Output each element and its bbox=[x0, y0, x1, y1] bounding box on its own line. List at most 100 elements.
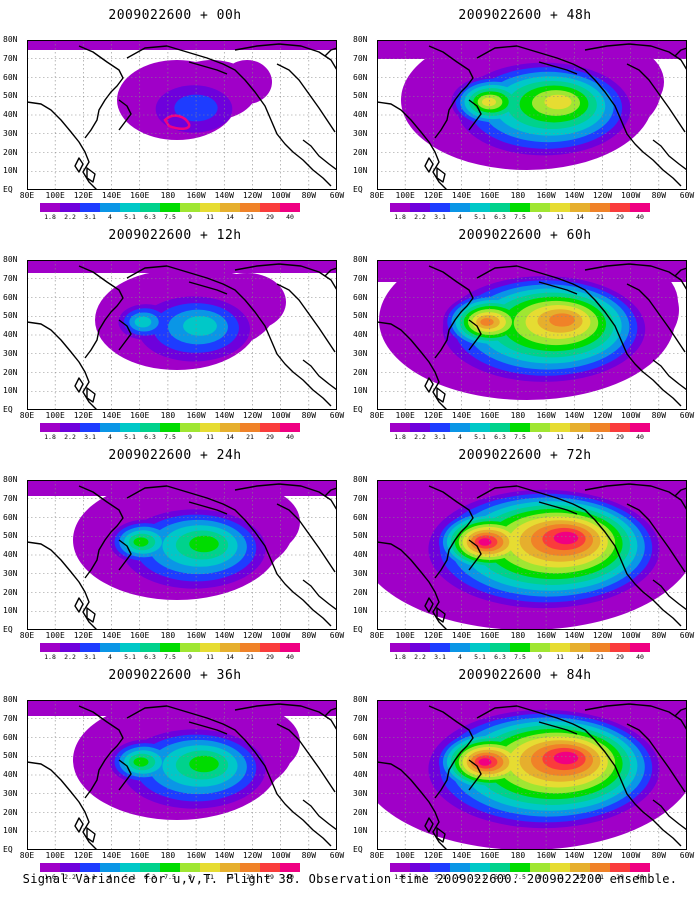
latitude-label: 80N bbox=[3, 35, 18, 44]
latitude-label: 30N bbox=[3, 348, 18, 358]
latitude-label: 60N bbox=[3, 292, 18, 302]
color-bar-tick: 21 bbox=[246, 653, 254, 661]
color-bar-tick: 9 bbox=[538, 433, 542, 441]
longitude-label: 140W bbox=[214, 631, 234, 640]
map-frame bbox=[377, 260, 687, 410]
color-swatch bbox=[60, 203, 80, 212]
color-bar-tick: 9 bbox=[188, 433, 192, 441]
longitude-label: 140E bbox=[101, 191, 122, 200]
latitude-label: 80N bbox=[3, 255, 18, 264]
longitude-label: 80W bbox=[651, 411, 667, 420]
latitude-label: 10N bbox=[353, 826, 368, 836]
latitude-label: 60N bbox=[353, 292, 368, 302]
color-swatch bbox=[530, 863, 550, 872]
figure-caption: Signal Variance for u,v,T. Flight 38. Ob… bbox=[22, 872, 678, 886]
latitude-label: 30N bbox=[3, 568, 18, 578]
latitude-label: 70N bbox=[353, 493, 368, 503]
latitude-label: 70N bbox=[3, 493, 18, 503]
latitude-label: 80N bbox=[353, 35, 368, 44]
color-swatch bbox=[40, 423, 60, 432]
color-bar-tick: 14 bbox=[226, 433, 234, 441]
longitude-label: 120E bbox=[73, 411, 93, 420]
color-bar-tick: 6.3 bbox=[494, 653, 506, 661]
map-frame bbox=[377, 700, 687, 850]
longitude-label: 140E bbox=[451, 411, 472, 420]
latitude-label: 40N bbox=[353, 550, 368, 559]
map-svg bbox=[27, 480, 337, 630]
color-bar-tick: 6.3 bbox=[144, 433, 156, 441]
latitude-label: EQ bbox=[353, 625, 363, 634]
color-swatch bbox=[280, 863, 300, 872]
latitude-label: 80N bbox=[353, 695, 368, 704]
color-bar-tick: 29 bbox=[266, 653, 274, 661]
color-bar-tick: 3.1 bbox=[84, 213, 96, 221]
map-svg bbox=[377, 480, 687, 630]
color-swatch bbox=[40, 863, 60, 872]
color-swatch bbox=[220, 643, 240, 652]
variance-field bbox=[27, 260, 337, 370]
color-bar-tick: 3.1 bbox=[84, 433, 96, 441]
color-swatch bbox=[240, 423, 260, 432]
color-bar-tick: 3.1 bbox=[434, 213, 446, 221]
color-swatch bbox=[470, 203, 490, 212]
coastlines bbox=[27, 483, 337, 630]
latitude-label: 30N bbox=[353, 128, 368, 138]
longitude-label: 80W bbox=[651, 851, 667, 860]
longitude-label: 160E bbox=[130, 411, 150, 420]
color-bar-tick: 1.8 bbox=[394, 213, 406, 221]
longitude-label: 100W bbox=[270, 411, 291, 420]
latitude-label: 40N bbox=[3, 550, 18, 559]
latitude-label: 80N bbox=[3, 695, 18, 704]
color-bar-tick: 2.2 bbox=[414, 213, 426, 221]
color-swatch bbox=[430, 203, 450, 212]
latitude-label: 60N bbox=[3, 512, 18, 522]
longitude-label: 140E bbox=[451, 631, 472, 640]
color-swatch bbox=[180, 643, 200, 652]
color-swatch bbox=[450, 643, 470, 652]
latitude-label: 40N bbox=[3, 110, 18, 119]
latitude-label: 70N bbox=[3, 53, 18, 63]
longitude-label: 160E bbox=[130, 191, 150, 200]
color-swatch bbox=[200, 863, 220, 872]
color-bar-tick: 2.2 bbox=[414, 873, 426, 881]
longitude-label: 160E bbox=[130, 631, 150, 640]
color-bar-tick: 6.3 bbox=[494, 873, 506, 881]
color-bar-tick: 9 bbox=[538, 213, 542, 221]
longitude-label: 140W bbox=[214, 411, 234, 420]
longitude-label: 120W bbox=[592, 411, 613, 420]
color-swatch bbox=[630, 423, 650, 432]
longitude-label: 160E bbox=[480, 631, 500, 640]
color-swatch bbox=[550, 203, 570, 212]
color-bar-tick: 21 bbox=[246, 873, 254, 881]
color-swatch bbox=[220, 203, 240, 212]
latitude-label: 40N bbox=[353, 770, 368, 779]
color-swatch bbox=[570, 423, 590, 432]
color-bar-tick: 21 bbox=[596, 433, 604, 441]
latitude-label: EQ bbox=[3, 185, 13, 194]
color-bar-tick: 40 bbox=[636, 213, 644, 221]
longitude-axis: 80E 100E 120E 140E 160E 180 160W 140W 120W 100W 80… bbox=[355, 631, 700, 641]
longitude-label: 160W bbox=[186, 851, 206, 860]
longitude-label: 100E bbox=[45, 411, 65, 420]
color-swatch bbox=[410, 203, 430, 212]
latitude-label: 10N bbox=[353, 386, 368, 396]
latitude-label: 30N bbox=[353, 568, 368, 578]
longitude-label: 60W bbox=[679, 631, 695, 640]
color-bar-tick: 3.1 bbox=[434, 433, 446, 441]
color-bar-tick: 1.8 bbox=[44, 653, 56, 661]
panel-title: 2009022600 + 48h bbox=[458, 8, 592, 23]
latitude-label: 70N bbox=[353, 53, 368, 63]
color-bar-tick: 6.3 bbox=[144, 213, 156, 221]
color-bar-tick: 9 bbox=[188, 653, 192, 661]
panel-title: 2009022600 + 12h bbox=[108, 228, 242, 243]
longitude-label: 180 bbox=[160, 631, 176, 640]
color-bar-tick: 7.5 bbox=[514, 213, 526, 221]
longitude-label: 80E bbox=[369, 851, 385, 860]
color-bar-tick: 29 bbox=[266, 213, 274, 221]
color-bar-tick: 5.1 bbox=[474, 873, 486, 881]
longitude-label: 100W bbox=[620, 851, 641, 860]
color-bar-tick: 5.1 bbox=[474, 213, 486, 221]
color-swatch bbox=[60, 863, 80, 872]
longitude-label: 100W bbox=[620, 411, 641, 420]
longitude-label: 120W bbox=[242, 851, 263, 860]
